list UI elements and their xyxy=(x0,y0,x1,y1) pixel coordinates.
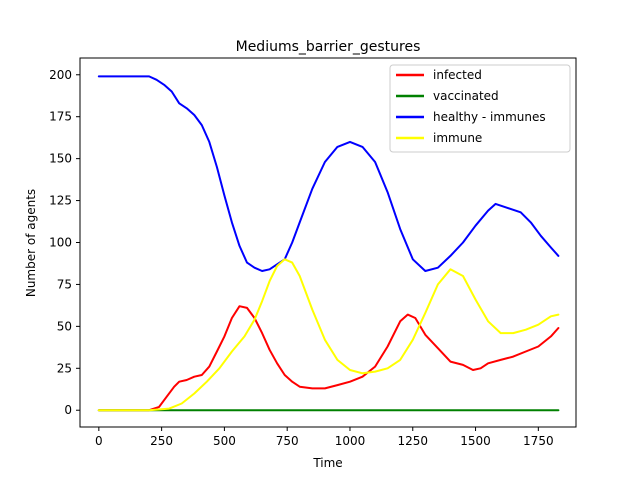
y-tick-label: 0 xyxy=(64,403,72,417)
x-tick-label: 1750 xyxy=(523,434,554,448)
x-tick-label: 1250 xyxy=(397,434,428,448)
x-tick-label: 250 xyxy=(150,434,173,448)
y-tick-label: 75 xyxy=(57,277,72,291)
x-axis-ticks: 0 250 500 750 1000 1250 1500 1750 xyxy=(95,427,554,448)
legend-box xyxy=(389,64,571,153)
legend-label: healthy - immunes xyxy=(433,110,546,124)
legend-label: vaccinated xyxy=(433,89,499,103)
x-tick-label: 0 xyxy=(95,434,103,448)
x-tick-label: 1500 xyxy=(460,434,491,448)
y-tick-label: 100 xyxy=(49,236,72,250)
y-tick-label: 25 xyxy=(57,361,72,375)
series-line-healthy-immunes xyxy=(97,75,560,272)
y-tick-label: 150 xyxy=(49,152,72,166)
series-line-infected xyxy=(97,305,560,412)
chart-title: Mediums_barrier_gestures xyxy=(236,39,421,55)
y-tick-label: 175 xyxy=(49,110,72,124)
x-axis-label: Time xyxy=(312,456,342,470)
series-line-immune xyxy=(97,258,560,412)
x-tick-label: 500 xyxy=(213,434,236,448)
y-axis-label: Number of agents xyxy=(24,189,38,297)
y-tick-label: 125 xyxy=(49,194,72,208)
y-axis-ticks: 0 25 50 75 100 125 150 175 200 xyxy=(49,68,80,417)
plot-lines xyxy=(97,75,560,412)
y-tick-label: 200 xyxy=(49,68,72,82)
legend-label: immune xyxy=(433,131,482,145)
legend: infected vaccinated healthy - immunes immun… xyxy=(389,64,571,153)
x-tick-label: 750 xyxy=(276,434,299,448)
x-tick-label: 1000 xyxy=(335,434,366,448)
y-tick-label: 50 xyxy=(57,319,72,333)
legend-label: infected xyxy=(433,68,482,82)
